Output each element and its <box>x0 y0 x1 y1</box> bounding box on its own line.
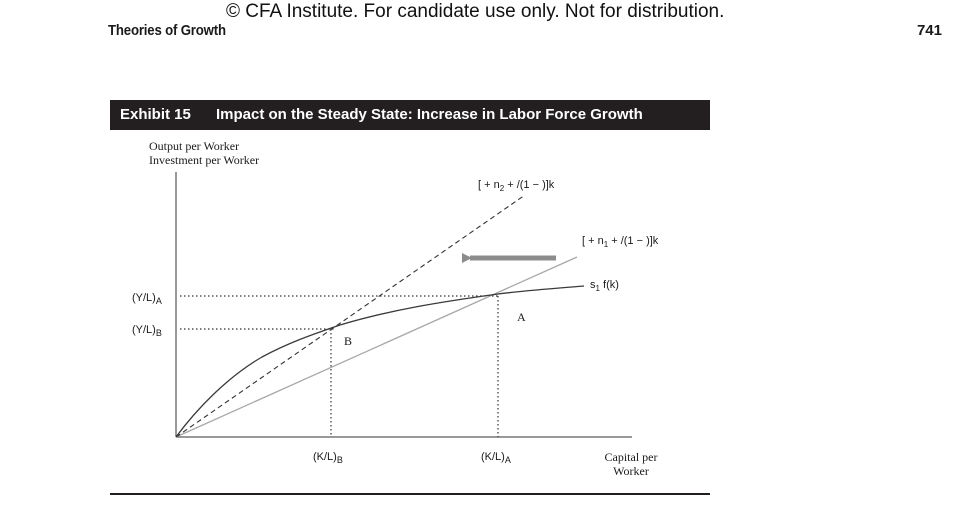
point-label-b: B <box>344 334 352 348</box>
y-axis-label-line2: Investment per Worker <box>149 153 260 167</box>
exhibit-title: Impact on the Steady State: Increase in … <box>216 106 643 123</box>
xtick-kb: (K/L)B <box>313 451 343 465</box>
ytick-ya: (Y/L)A <box>132 292 162 306</box>
x-axis-label: Capital per Worker <box>590 450 672 478</box>
point-label-a: A <box>517 310 526 324</box>
label-savings-curve: s1 f(k) <box>590 279 619 293</box>
y-axis-label-line1: Output per Worker <box>149 139 240 153</box>
exhibit-title-bar: Exhibit 15 Impact on the Steady State: I… <box>110 100 710 130</box>
running-head: Theories of Growth <box>108 22 226 39</box>
xtick-ka: (K/L)A <box>481 451 511 465</box>
label-line-n1: [ + n1 + /(1 − )]k <box>582 235 659 249</box>
break-even-line-n1 <box>175 256 578 438</box>
label-line-n2: [ + n2 + /(1 − )]k <box>478 179 555 193</box>
break-even-line-n2 <box>175 194 526 438</box>
ytick-yb: (Y/L)B <box>132 324 162 338</box>
y-axis-label: Output per Worker Investment per Worker <box>149 139 259 167</box>
page-number: 741 <box>916 22 942 39</box>
x-axis-label-line1: Capital per <box>604 450 658 464</box>
watermark-text: © CFA Institute. For candidate use only.… <box>226 1 725 22</box>
savings-curve <box>175 285 585 438</box>
exhibit-number: Exhibit 15 <box>120 106 191 123</box>
bottom-rule <box>110 493 710 495</box>
x-axis-label-line2: Worker <box>613 464 649 478</box>
